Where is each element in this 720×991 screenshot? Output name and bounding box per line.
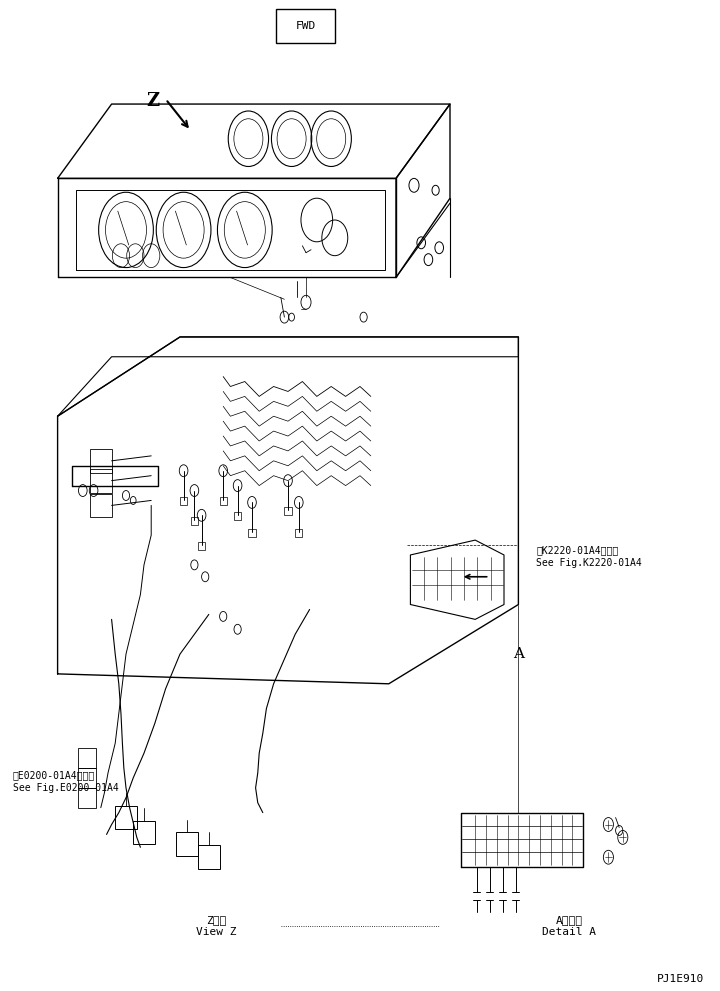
Bar bbox=[284, 507, 292, 515]
Text: A: A bbox=[513, 647, 524, 661]
Bar bbox=[234, 512, 241, 520]
Bar bbox=[90, 494, 112, 517]
Bar bbox=[115, 806, 137, 829]
Bar bbox=[90, 469, 112, 493]
Bar bbox=[133, 821, 155, 844]
Text: Z　視: Z 視 bbox=[206, 915, 226, 925]
Bar bbox=[248, 529, 256, 537]
Bar bbox=[176, 832, 198, 856]
Text: A　詳細: A 詳細 bbox=[555, 915, 582, 925]
Text: See Fig.E0200-01A4: See Fig.E0200-01A4 bbox=[13, 783, 119, 793]
Bar bbox=[78, 748, 96, 768]
Text: Detail A: Detail A bbox=[542, 927, 596, 936]
Bar bbox=[78, 788, 96, 808]
Text: 第K2220-01A4図参照: 第K2220-01A4図参照 bbox=[536, 545, 618, 555]
Bar bbox=[78, 768, 96, 788]
Bar bbox=[180, 497, 187, 505]
Bar bbox=[295, 529, 302, 537]
Text: Z: Z bbox=[146, 92, 159, 110]
Bar bbox=[220, 497, 227, 505]
Bar bbox=[198, 845, 220, 869]
Bar bbox=[90, 449, 112, 473]
Text: FWD: FWD bbox=[296, 21, 316, 31]
Text: View Z: View Z bbox=[196, 927, 236, 936]
Text: See Fig.K2220-01A4: See Fig.K2220-01A4 bbox=[536, 558, 642, 568]
Bar bbox=[191, 517, 198, 525]
Text: 第E0200-01A4図参照: 第E0200-01A4図参照 bbox=[13, 770, 95, 780]
Text: PJ1E910: PJ1E910 bbox=[657, 974, 704, 984]
Bar bbox=[198, 542, 205, 550]
